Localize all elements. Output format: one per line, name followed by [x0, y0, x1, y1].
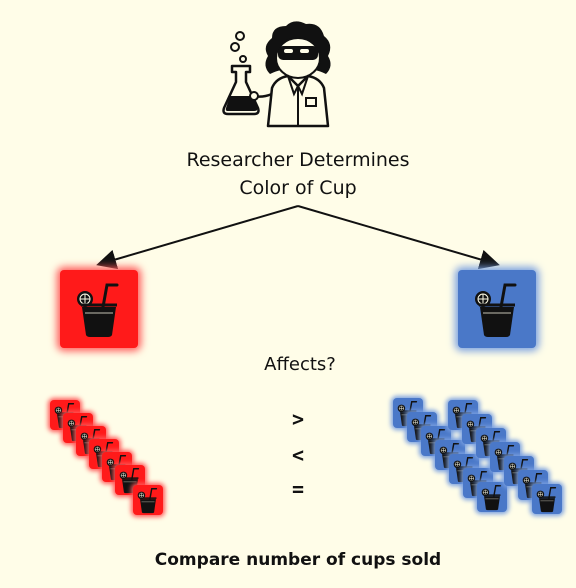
footer-caption: Compare number of cups sold [154, 550, 442, 570]
greater-than-symbol: > [291, 407, 305, 431]
equal-symbol: = [291, 477, 305, 501]
drink-cup-icon [473, 283, 517, 339]
arrow-right [297, 205, 500, 270]
branch-arrows [96, 205, 500, 270]
small-blue-cup [477, 482, 507, 512]
title-line-2: Color of Cup [239, 177, 357, 199]
blue-cup-tile [458, 270, 536, 348]
diagram-title: Researcher Determines Color of Cup [150, 146, 446, 202]
researcher-icon [222, 21, 331, 128]
small-red-cup [133, 485, 163, 515]
small-blue-cup [532, 484, 562, 514]
red-cup-tile [60, 270, 138, 348]
arrow-left [96, 205, 299, 270]
less-than-symbol: < [291, 443, 305, 467]
question-label: Affects? [264, 354, 336, 375]
drink-cup-icon [75, 283, 119, 339]
title-line-1: Researcher Determines [186, 149, 410, 171]
